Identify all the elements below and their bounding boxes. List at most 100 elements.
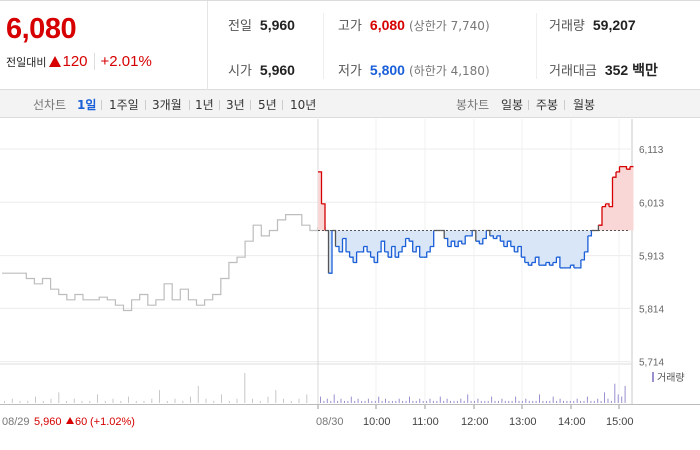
volume-bar: [337, 400, 339, 403]
volume-bar: [159, 390, 160, 403]
price-line-segment: [580, 251, 586, 261]
volume-bar: [306, 394, 308, 403]
volume-bar: [573, 400, 575, 403]
price-line-segment: [402, 238, 407, 248]
tab-1day[interactable]: 1일: [77, 98, 97, 112]
tab-3month[interactable]: 3개월: [152, 98, 182, 112]
tab-separator: [250, 100, 251, 110]
volume-bar: [73, 398, 75, 403]
volume-bar: [252, 398, 253, 403]
x-tick-label: 13:00: [509, 416, 537, 428]
up-triangle-icon: [66, 417, 74, 424]
price-line-segment: [524, 261, 529, 266]
volume-bar: [463, 400, 465, 403]
volume-bar: [467, 394, 469, 403]
volume-bar: [182, 400, 184, 403]
volume-bar: [617, 394, 619, 403]
volume-bar: [385, 398, 386, 403]
y-tick-label: 6,013: [639, 198, 664, 209]
volume-bar: [340, 398, 342, 403]
volume-bar: [580, 400, 582, 403]
volume-bar: [569, 400, 571, 403]
volume-bar: [456, 400, 458, 403]
volume-bar: [151, 398, 153, 403]
volume-bar: [545, 400, 547, 403]
price-line-segment: [535, 256, 540, 266]
price-line-segment: [325, 229, 330, 274]
price-line-segment: [545, 261, 551, 266]
volume-bar: [511, 400, 513, 403]
volume-bar: [474, 400, 475, 403]
price-line-segment: [605, 203, 610, 207]
volume-bar: [453, 400, 455, 403]
price-line-segment: [440, 229, 445, 239]
prev-day-price-line: [2, 214, 327, 312]
tab-1week[interactable]: 1주일: [109, 98, 139, 112]
price-chart[interactable]: 6,113 6,013 5,913 5,814 5,714 거래량 08/29 5,960 60…: [0, 119, 700, 450]
volume-bar: [298, 398, 300, 403]
prev-close-label: 5,960: [34, 416, 62, 428]
volume-bar: [333, 394, 335, 403]
price-line-segment: [451, 240, 456, 247]
x-tick-label: 15:00: [606, 416, 634, 428]
price-box: 6,080 전일대비 120 +2.01%: [0, 1, 208, 90]
tab-3year[interactable]: 3년: [226, 98, 245, 112]
price-line-segment: [503, 241, 508, 248]
volume-bar: [518, 400, 520, 403]
tab-5year[interactable]: 5년: [258, 98, 277, 112]
volume-bar: [354, 400, 356, 403]
y-tick-label: 6,113: [639, 145, 664, 156]
prev-change-pct-label: (+1.02%): [90, 416, 135, 428]
price-line-segment: [377, 241, 382, 253]
volume-bar: [330, 400, 332, 403]
volume-bar: [426, 400, 428, 403]
price-line-segment: [616, 166, 621, 173]
volume-bar: [221, 394, 222, 403]
price-line-segment: [353, 251, 358, 264]
volume-bar: [501, 398, 503, 403]
volume-bar: [552, 396, 554, 403]
volume-bar: [166, 400, 168, 403]
stat-label: 거래대금: [549, 64, 597, 79]
tab-weekly-candle[interactable]: 주봉: [536, 98, 559, 112]
stock-summary: 6,080 전일대비 120 +2.01% 전일 5,960 시가 5,960 고가 6,…: [0, 0, 700, 90]
volume-bar: [344, 400, 345, 403]
volume-bar: [542, 400, 544, 403]
chart-tabbar: 선차트 1일 1주일 3개월 1년 3년 5년 10년 봉차트 일봉 주봉 월봉: [0, 90, 700, 118]
price-line-segment: [335, 245, 340, 252]
stat-label: 시가: [228, 64, 252, 79]
price-line-segment: [510, 245, 515, 252]
y-tick-label: 5,913: [639, 252, 664, 263]
volume-bar: [583, 400, 585, 403]
price-line-segment: [623, 165, 628, 170]
tab-10year[interactable]: 10년: [290, 98, 317, 112]
stat-value: 5,960: [259, 17, 295, 33]
line-chart-label: 선차트: [33, 98, 67, 112]
volume-bar: [81, 400, 83, 403]
volume-bar: [491, 396, 493, 403]
tab-monthly-candle[interactable]: 월봉: [573, 98, 596, 112]
volume-bar: [104, 400, 106, 403]
volume-bar: [597, 398, 599, 403]
volume-bar: [320, 396, 321, 403]
volume-bar: [395, 400, 397, 403]
volume-bar: [549, 400, 551, 403]
volume-bar: [275, 390, 277, 403]
volume-bar: [364, 400, 366, 403]
volume-bar: [405, 400, 407, 403]
tab-separator: [528, 100, 529, 110]
price-line-segment: [339, 238, 344, 253]
tab-daily-candle[interactable]: 일봉: [501, 98, 524, 112]
price-line-segment: [412, 246, 417, 253]
change-label: 전일대비: [6, 56, 47, 69]
stat-label: 고가: [338, 19, 362, 34]
up-triangle-icon: [49, 56, 62, 67]
volume-bar: [480, 400, 482, 403]
volume-bar: [443, 400, 445, 403]
volume-bar: [357, 398, 359, 403]
stat-label: 저가: [338, 64, 362, 79]
volume-bar: [66, 400, 67, 403]
volume-bar: [58, 392, 60, 403]
tab-separator: [101, 100, 102, 110]
tab-1year[interactable]: 1년: [195, 98, 214, 112]
